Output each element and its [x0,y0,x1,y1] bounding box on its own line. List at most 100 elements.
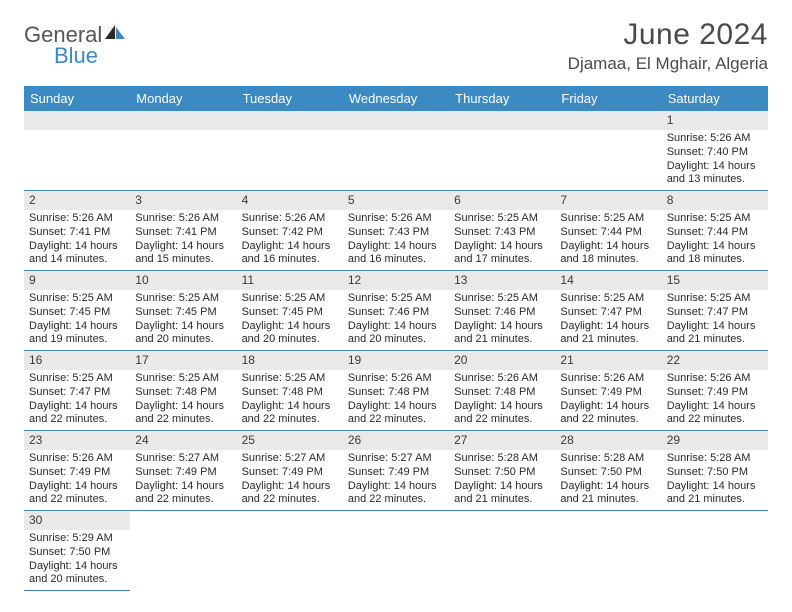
sunset-line: Sunset: 7:41 PM [135,226,231,240]
day-number: 15 [662,271,768,290]
daylight-line: Daylight: 14 hours and 21 minutes. [454,320,550,348]
daylight-line: Daylight: 14 hours and 21 minutes. [560,320,656,348]
calendar-cell: 3Sunrise: 5:26 AMSunset: 7:41 PMDaylight… [130,191,236,271]
sunset-line: Sunset: 7:44 PM [667,226,763,240]
calendar-cell [449,511,555,591]
sunrise-line: Sunrise: 5:25 AM [29,292,125,306]
daylight-line: Daylight: 14 hours and 21 minutes. [560,480,656,508]
day-body: Sunrise: 5:25 AMSunset: 7:47 PMDaylight:… [24,370,130,430]
day-number: 26 [343,431,449,450]
sunset-line: Sunset: 7:48 PM [348,386,444,400]
sunrise-line: Sunrise: 5:27 AM [242,452,338,466]
day-number: 24 [130,431,236,450]
sunset-line: Sunset: 7:50 PM [560,466,656,480]
day-number: 25 [237,431,343,450]
day-number: 16 [24,351,130,370]
daylight-line: Daylight: 14 hours and 22 minutes. [135,480,231,508]
daylight-line: Daylight: 14 hours and 16 minutes. [242,240,338,268]
daylight-line: Daylight: 14 hours and 22 minutes. [348,480,444,508]
sunset-line: Sunset: 7:41 PM [29,226,125,240]
daylight-line: Daylight: 14 hours and 14 minutes. [29,240,125,268]
daynum-blank [555,511,661,530]
sunrise-line: Sunrise: 5:27 AM [348,452,444,466]
calendar-cell: 11Sunrise: 5:25 AMSunset: 7:45 PMDayligh… [237,271,343,351]
calendar: SundayMondayTuesdayWednesdayThursdayFrid… [24,86,768,591]
calendar-cell: 1Sunrise: 5:26 AMSunset: 7:40 PMDaylight… [662,111,768,191]
calendar-cell: 26 Sunrise: 5:27 AMSunset: 7:49 PMDayligh… [343,431,449,511]
day-number: 18 [237,351,343,370]
calendar-cell [449,111,555,191]
sunrise-line: Sunrise: 5:26 AM [348,212,444,226]
sunrise-line: Sunrise: 5:25 AM [560,292,656,306]
day-body: Sunrise: 5:26 AMSunset: 7:40 PMDaylight:… [662,130,768,190]
calendar-cell: 29Sunrise: 5:28 AMSunset: 7:50 PMDayligh… [662,431,768,511]
daynum-empty [130,111,236,130]
calendar-cell: 15Sunrise: 5:25 AMSunset: 7:47 PMDayligh… [662,271,768,351]
location: Djamaa, El Mghair, Algeria [568,54,768,74]
day-number: 5 [343,191,449,210]
daylight-line: Daylight: 14 hours and 21 minutes. [667,480,763,508]
logo-part2: Blue [54,43,98,68]
day-number: 8 [662,191,768,210]
day-body: Sunrise: 5:26 AMSunset: 7:48 PMDaylight:… [343,370,449,430]
sunset-line: Sunset: 7:43 PM [454,226,550,240]
calendar-cell [237,511,343,591]
calendar-cell: 30 Sunrise: 5:29 AMSunset: 7:50 PMDayligh… [24,511,130,591]
calendar-cell: 20Sunrise: 5:26 AMSunset: 7:48 PMDayligh… [449,351,555,431]
sunset-line: Sunset: 7:50 PM [29,546,125,560]
daylight-line: Daylight: 14 hours and 20 minutes. [29,560,125,588]
weekday-header: Monday [130,86,236,111]
daylight-line: Daylight: 14 hours and 13 minutes. [667,160,763,188]
day-body: Sunrise: 5:25 AMSunset: 7:47 PMDaylight:… [662,290,768,350]
daylight-line: Daylight: 14 hours and 15 minutes. [135,240,231,268]
calendar-cell: 18Sunrise: 5:25 AMSunset: 7:48 PMDayligh… [237,351,343,431]
weekday-header: Sunday [24,86,130,111]
sunset-line: Sunset: 7:49 PM [29,466,125,480]
calendar-cell: 5Sunrise: 5:26 AMSunset: 7:43 PMDaylight… [343,191,449,271]
day-number: 17 [130,351,236,370]
sunrise-line: Sunrise: 5:25 AM [348,292,444,306]
calendar-cell: 9Sunrise: 5:25 AMSunset: 7:45 PMDaylight… [24,271,130,351]
sunset-line: Sunset: 7:45 PM [242,306,338,320]
day-body: Sunrise: 5:27 AMSunset: 7:49 PMDaylight:… [130,450,236,510]
daynum-blank [449,511,555,530]
calendar-cell [343,511,449,591]
sunrise-line: Sunrise: 5:26 AM [29,212,125,226]
sunset-line: Sunset: 7:49 PM [560,386,656,400]
daylight-line: Daylight: 14 hours and 19 minutes. [29,320,125,348]
calendar-cell: 2 Sunrise: 5:26 AMSunset: 7:41 PMDaylight… [24,191,130,271]
sunset-line: Sunset: 7:46 PM [348,306,444,320]
sunrise-line: Sunrise: 5:26 AM [454,372,550,386]
day-body: Sunrise: 5:25 AMSunset: 7:45 PMDaylight:… [24,290,130,350]
day-body: Sunrise: 5:25 AMSunset: 7:44 PMDaylight:… [555,210,661,270]
weekday-header: Tuesday [237,86,343,111]
daylight-line: Daylight: 14 hours and 21 minutes. [454,480,550,508]
daylight-line: Daylight: 14 hours and 22 minutes. [348,400,444,428]
sunset-line: Sunset: 7:48 PM [135,386,231,400]
weekday-header: Wednesday [343,86,449,111]
day-number: 30 [24,511,130,530]
daynum-empty [449,111,555,130]
daylight-line: Daylight: 14 hours and 22 minutes. [560,400,656,428]
sunrise-line: Sunrise: 5:26 AM [135,212,231,226]
day-body: Sunrise: 5:26 AMSunset: 7:49 PMDaylight:… [662,370,768,430]
day-body: Sunrise: 5:26 AMSunset: 7:42 PMDaylight:… [237,210,343,270]
day-number: 4 [237,191,343,210]
calendar-cell: 6Sunrise: 5:25 AMSunset: 7:43 PMDaylight… [449,191,555,271]
calendar-cell: 16Sunrise: 5:25 AMSunset: 7:47 PMDayligh… [24,351,130,431]
day-body: Sunrise: 5:25 AMSunset: 7:48 PMDaylight:… [130,370,236,430]
sunrise-line: Sunrise: 5:25 AM [135,372,231,386]
daynum-empty [24,111,130,130]
calendar-cell: 27Sunrise: 5:28 AMSunset: 7:50 PMDayligh… [449,431,555,511]
sunrise-line: Sunrise: 5:29 AM [29,532,125,546]
calendar-cell: 23Sunrise: 5:26 AMSunset: 7:49 PMDayligh… [24,431,130,511]
daylight-line: Daylight: 14 hours and 20 minutes. [242,320,338,348]
sunset-line: Sunset: 7:49 PM [348,466,444,480]
daylight-line: Daylight: 14 hours and 22 minutes. [454,400,550,428]
sunrise-line: Sunrise: 5:25 AM [667,212,763,226]
header: General Blue June 2024 Djamaa, El Mghair… [24,18,768,74]
day-number: 2 [24,191,130,210]
weekday-header: Saturday [662,86,768,111]
sunset-line: Sunset: 7:46 PM [454,306,550,320]
day-body: Sunrise: 5:25 AMSunset: 7:45 PMDaylight:… [237,290,343,350]
